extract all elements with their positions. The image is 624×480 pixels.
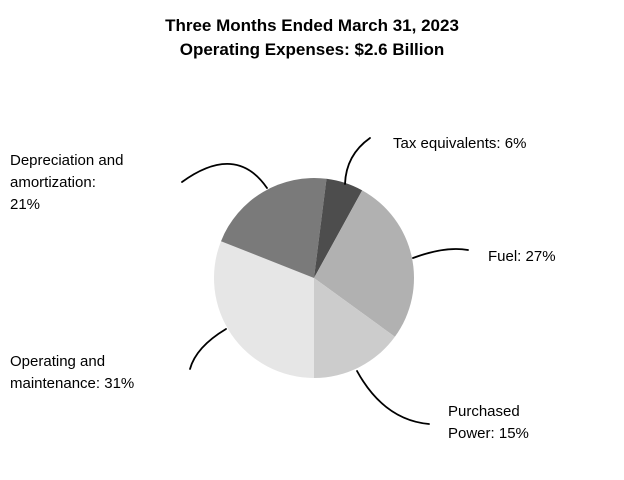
callout-lines (181, 137, 469, 425)
pie-slice-tax-equivalents (314, 178, 363, 278)
callout-line-purchased (356, 370, 430, 425)
slice-label-fuel: Fuel: 27% (488, 248, 556, 265)
pie-slice-fuel (314, 190, 415, 337)
pie-slices (213, 178, 415, 378)
callout-line-fuel (412, 248, 469, 259)
pie-slice-purchased-power (314, 278, 395, 378)
slice-label-depreciation-and-amortization: Depreciation and amortization: 21% (10, 152, 124, 213)
pie-slice-depreciation-and-amortization (221, 178, 327, 278)
callout-line-tax (344, 137, 371, 185)
callout-line-operating (189, 328, 227, 370)
pie-slice-operating-and-maintenance (213, 241, 314, 378)
callout-line-depreciation (181, 163, 268, 189)
slice-label-tax-equivalents: Tax equivalents: 6% (393, 135, 527, 152)
chart-title: Three Months Ended March 31, 2023 Operat… (165, 16, 459, 59)
slice-label-operating-and-maintenance: Operating and maintenance: 31% (10, 353, 135, 392)
slice-label-purchased-power: Purchased Power: 15% (448, 403, 529, 442)
